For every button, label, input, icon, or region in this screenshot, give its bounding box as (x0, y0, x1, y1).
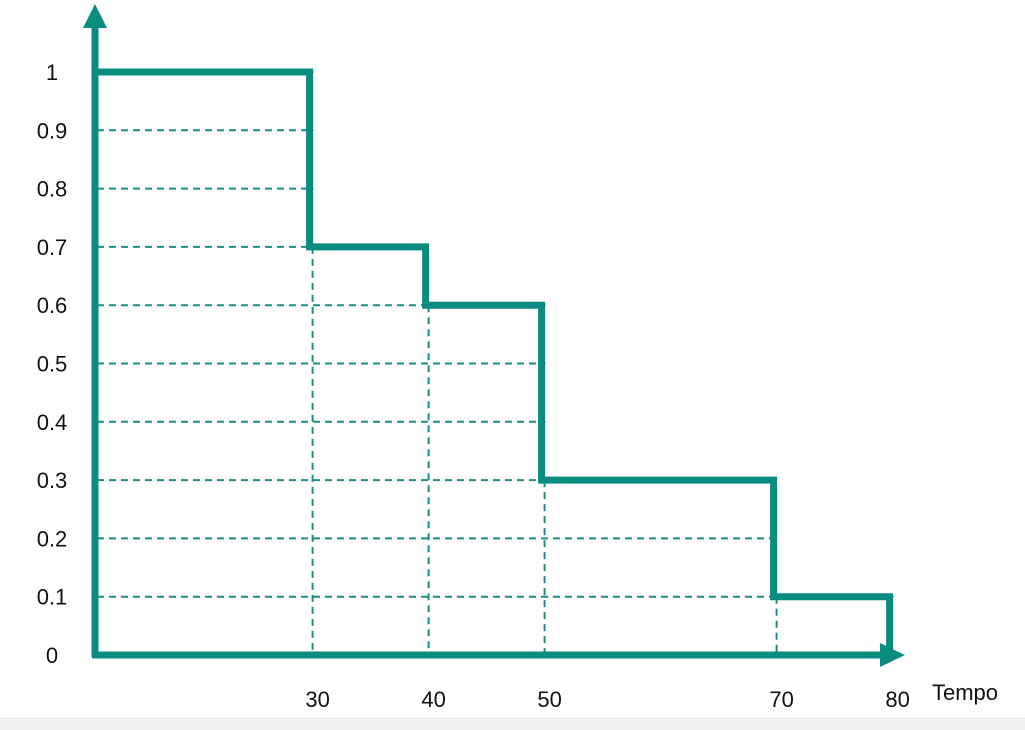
y-tick-label: 0.8 (37, 177, 68, 202)
y-tick-label: 0.3 (37, 468, 68, 493)
y-tick-label: 0 (46, 643, 58, 668)
y-tick-label: 1 (46, 60, 58, 85)
y-tick-label: 0.2 (37, 526, 68, 551)
y-tick-labels: 0 0.1 0.2 0.3 0.4 0.5 0.6 0.7 0.8 0.9 1 (37, 60, 68, 668)
x-tick-label: 50 (537, 687, 561, 712)
bottom-strip (0, 718, 1025, 730)
series-step-line (95, 72, 890, 655)
series-layer (95, 72, 890, 655)
y-tick-label: 0.9 (37, 118, 68, 143)
y-tick-label: 0.5 (37, 352, 68, 377)
y-tick-label: 0.4 (37, 410, 68, 435)
x-tick-label: 30 (305, 687, 329, 712)
axes (83, 4, 905, 667)
y-tick-label: 0.6 (37, 293, 68, 318)
x-tick-label: 70 (769, 687, 793, 712)
y-axis-arrow-icon (83, 4, 107, 28)
x-tick-labels: 30 40 50 70 80 (305, 687, 909, 712)
x-tick-label: 40 (421, 687, 445, 712)
y-tick-label: 0.7 (37, 235, 68, 260)
x-axis-title: Tempo (932, 680, 998, 705)
x-tick-label: 80 (885, 687, 909, 712)
y-tick-label: 0.1 (37, 585, 68, 610)
